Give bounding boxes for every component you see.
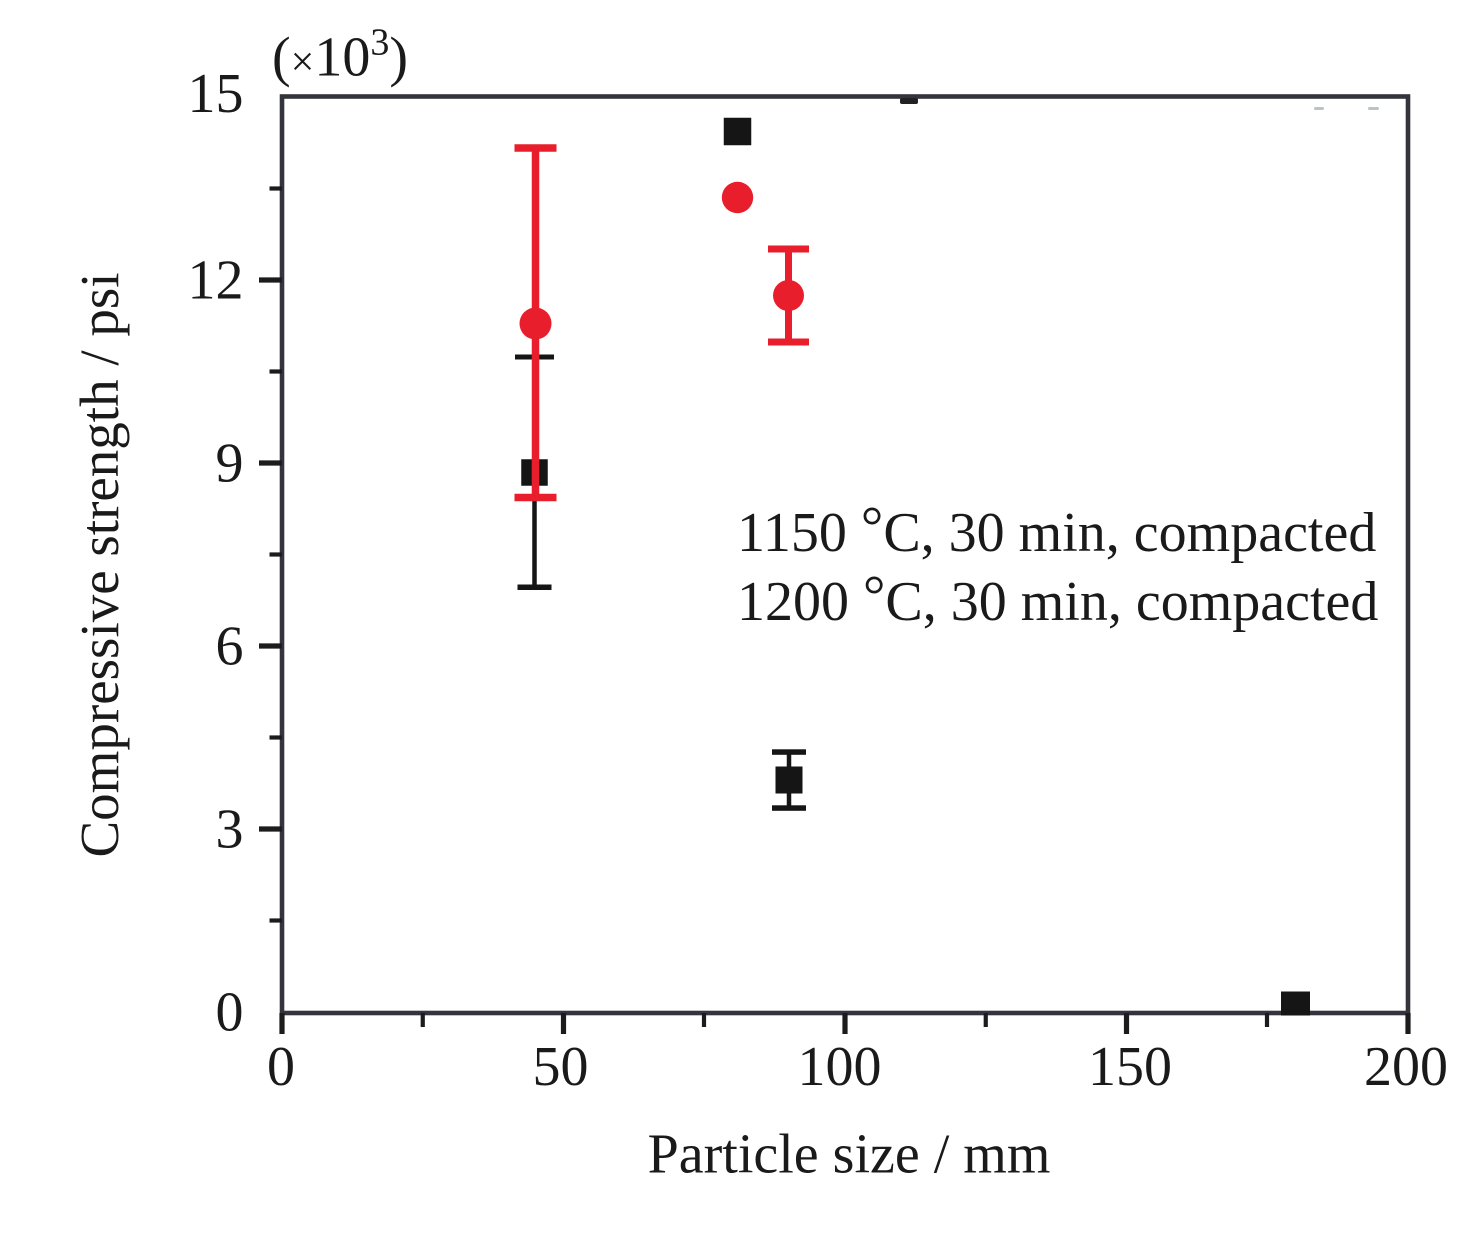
svg-text:Particle size / mm: Particle size / mm — [648, 1124, 1051, 1186]
svg-text:12: 12 — [188, 250, 244, 312]
svg-text:Compressive strength / psi: Compressive strength / psi — [69, 272, 130, 857]
svg-text:0: 0 — [216, 982, 244, 1044]
svg-text:100: 100 — [798, 1036, 882, 1098]
svg-text:200: 200 — [1364, 1036, 1448, 1098]
svg-text:1150 °C, 30 min, compacted: 1150 °C, 30 min, compacted — [737, 496, 1376, 564]
svg-text:15: 15 — [188, 63, 244, 125]
svg-text:1200 °C, 30 min, compacted: 1200 °C, 30 min, compacted — [737, 565, 1378, 633]
svg-text:6: 6 — [216, 616, 244, 678]
svg-text:0: 0 — [267, 1036, 295, 1098]
svg-text:50: 50 — [533, 1036, 589, 1098]
svg-text:9: 9 — [216, 433, 244, 495]
svg-text:3: 3 — [216, 799, 244, 861]
svg-text:150: 150 — [1088, 1036, 1172, 1098]
